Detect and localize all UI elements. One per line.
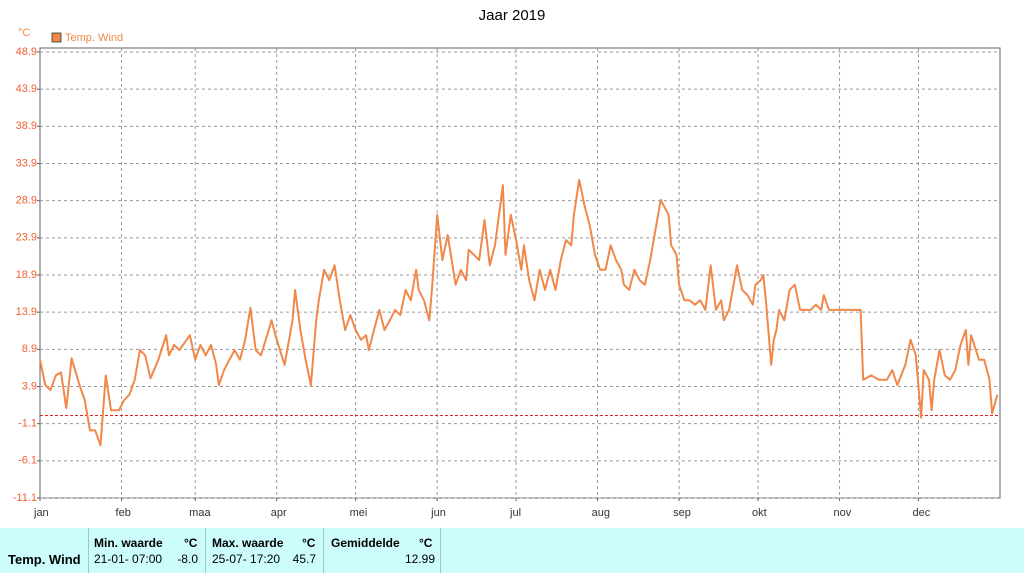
header: Gemiddelde: [331, 536, 400, 550]
legend-label: Temp. Wind: [65, 32, 123, 44]
y-tick-label: 43.9: [16, 83, 37, 95]
x-tick-label: jul: [509, 507, 521, 519]
x-tick-label: maa: [189, 507, 211, 519]
chart-title: Jaar 2019: [479, 7, 546, 24]
y-tick-label: -11.1: [13, 492, 37, 504]
header: °C: [184, 536, 198, 550]
x-tick-label: nov: [834, 507, 852, 519]
legend-swatch: [51, 32, 62, 43]
y-tick-label: 33.9: [16, 157, 37, 169]
x-tick-label: jun: [430, 507, 446, 519]
y-tick-label: -1.1: [18, 418, 37, 430]
y-tick-label: 48.9: [16, 46, 37, 58]
y-tick-label: 28.9: [16, 195, 37, 207]
y-tick-label: 13.9: [16, 306, 37, 318]
cell: -8.0: [177, 552, 198, 566]
row-label: Temp. Wind: [8, 552, 81, 567]
header: °C: [302, 536, 316, 550]
summary-table: Min. waarde °C Max. waarde °C Gemiddelde…: [0, 528, 1024, 573]
y-tick-label: 38.9: [16, 120, 37, 132]
x-tick-label: aug: [592, 507, 610, 519]
header: Max. waarde: [212, 536, 284, 550]
header: °C: [419, 536, 433, 550]
series-line: [39, 178, 999, 447]
cell: 45.7: [292, 552, 316, 566]
x-tick-label: mei: [350, 507, 368, 519]
chart: Jaar 2019 °C -11.1 -6.1 -1.1 3.9 8.9 13.9 18.9…: [13, 7, 1001, 519]
y-tick-label: 23.9: [16, 232, 37, 244]
header: Min. waarde: [94, 536, 163, 550]
y-tick-label: 18.9: [16, 269, 37, 281]
y-tick-label: -6.1: [18, 455, 37, 467]
y-tick-label: 8.9: [22, 343, 37, 355]
x-tick-label: okt: [752, 507, 767, 519]
plot-frame: [39, 47, 1001, 499]
y-unit: °C: [18, 27, 30, 39]
x-tick-label: apr: [271, 507, 287, 519]
cell: 25-07- 17:20: [212, 552, 281, 566]
cell: 21-01- 07:00: [94, 552, 163, 566]
cell: 12.99: [404, 552, 435, 566]
separator: [440, 528, 441, 573]
x-tick-label: jan: [33, 507, 49, 519]
x-tick-label: sep: [673, 507, 691, 519]
separator: [205, 528, 206, 573]
x-tick-label: feb: [116, 507, 131, 519]
y-tick-label: 3.9: [22, 380, 37, 392]
x-tick-label: dec: [912, 507, 930, 519]
separator: [88, 528, 89, 573]
separator: [323, 528, 324, 573]
